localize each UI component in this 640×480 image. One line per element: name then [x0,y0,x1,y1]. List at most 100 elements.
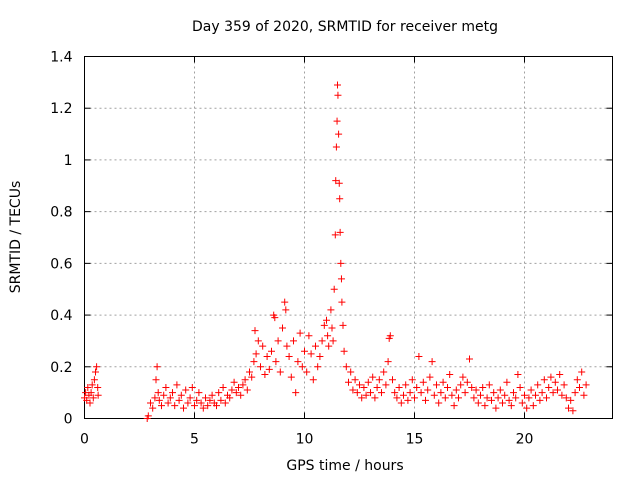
data-point [360,383,368,391]
data-point [84,383,92,391]
data-point [327,306,335,314]
data-point [391,389,399,397]
data-point [182,386,190,394]
data-point [254,337,262,345]
data-point [345,378,352,386]
data-point [272,358,280,366]
data-point [501,391,509,399]
data-point [518,399,526,407]
data-point [538,389,546,397]
data-point [397,399,405,407]
data-point [406,389,414,397]
data-point [332,143,340,151]
data-point [393,394,401,402]
data-point [430,391,438,399]
data-point [246,368,253,376]
data-point [367,389,374,397]
x-tick-label: 15 [406,432,424,448]
y-axis-title: SRMTID / TECUs [8,181,24,294]
data-point [199,404,207,412]
data-point [373,383,381,391]
data-point [404,396,412,404]
data-point [265,365,273,373]
data-point [316,352,324,360]
y-tick-label: 0.2 [50,360,72,376]
data-point [573,376,581,384]
data-point [169,389,176,397]
data-point [336,195,344,203]
data-point [417,389,425,397]
data-point [411,394,418,402]
data-point [309,376,317,384]
data-point [323,316,330,324]
data-point [94,391,102,399]
data-point [226,394,234,402]
data-point [88,381,96,389]
data-point [287,373,295,381]
data-point [307,350,315,358]
data-point [382,381,390,389]
data-point [166,394,174,402]
y-tick-label: 1.2 [50,101,72,117]
data-point [202,394,209,402]
data-point [347,368,355,376]
data-point [457,381,465,389]
data-point [505,396,513,404]
data-point [252,350,260,358]
data-point [337,275,345,283]
data-point [554,386,561,394]
data-point [507,402,515,410]
data-point [503,378,511,386]
data-point [452,386,460,394]
y-tick-label: 0.4 [50,308,72,324]
data-point [342,363,350,371]
data-point [540,376,548,384]
data-point [282,306,290,314]
data-point [547,373,555,381]
grid-lines [84,56,613,419]
data-point [408,376,416,384]
data-point [285,352,293,360]
data-point [274,337,282,345]
data-point [569,407,577,415]
data-point [155,396,163,404]
x-tick-label: 20 [516,432,534,448]
data-point [461,389,469,397]
data-point [294,358,302,366]
data-point [271,314,279,322]
data-point [485,381,493,389]
data-point [332,177,340,185]
x-tick-label: 0 [80,432,89,448]
data-point [197,399,205,407]
data-point [483,394,491,402]
data-point [303,368,311,376]
data-point [237,391,245,399]
data-point [386,332,394,340]
data-point [558,391,566,399]
plot-frame [84,56,613,419]
data-point [523,404,531,412]
data-point [529,402,537,410]
data-point [582,381,590,389]
data-point [292,389,300,397]
data-point [232,389,240,397]
data-point [516,383,524,391]
data-point [415,352,423,360]
data-point [490,389,498,397]
data-point [448,391,456,399]
data-point [351,376,359,384]
data-point [340,347,348,355]
data-point [426,373,434,381]
data-point [444,383,451,391]
data-point [463,378,471,386]
data-point [395,383,403,391]
data-points [81,81,590,422]
data-point [468,383,476,391]
data-point [334,91,342,99]
x-tick-label: 5 [190,432,199,448]
data-point [512,394,520,402]
data-point [576,383,583,391]
data-point [191,402,198,410]
data-point [301,347,308,355]
data-point [279,324,286,332]
